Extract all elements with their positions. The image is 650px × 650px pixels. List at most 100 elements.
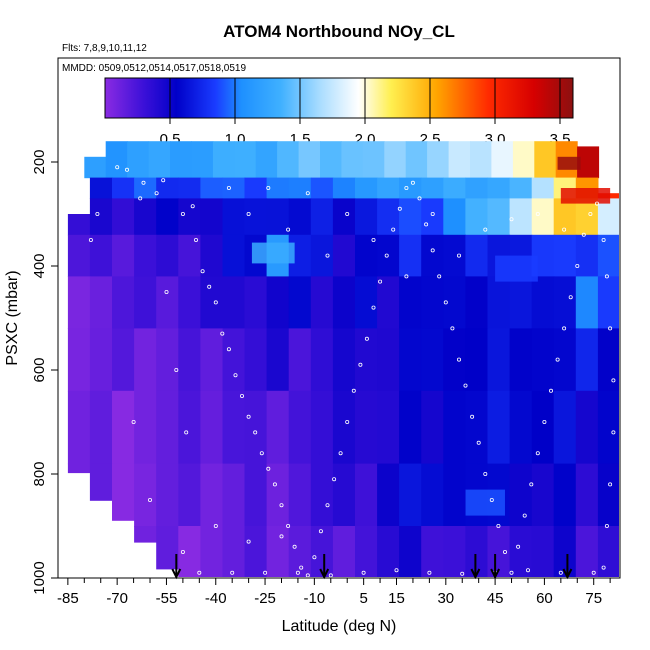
heatmap-cell (597, 198, 619, 236)
heatmap-cell (341, 141, 364, 179)
heatmap-cell (191, 141, 214, 179)
heatmap-cell (509, 328, 533, 392)
heatmap-cell (465, 234, 489, 277)
colorbar: 0.5 1.0 1.5 2.0 2.5 3.0 3.5 (104, 77, 574, 148)
heatmap-cell (470, 141, 492, 179)
heatmap-cell (443, 198, 466, 236)
heatmap-cell (244, 276, 268, 329)
event-marker-arrow (171, 554, 182, 580)
heatmap-cell (178, 276, 201, 329)
heatmap-cell (310, 234, 334, 277)
heatmap-cell (553, 198, 577, 236)
heatmap-cell (156, 390, 179, 465)
heatmap-cell (178, 463, 201, 527)
heatmap-cell (443, 390, 466, 465)
sample-point (575, 263, 580, 268)
sample-point (246, 414, 251, 419)
heatmap (67, 141, 619, 577)
heatmap-cell (320, 141, 342, 179)
heatmap-cell (222, 276, 246, 329)
heatmap-cell (112, 390, 135, 465)
sample-point (279, 534, 284, 539)
heatmap-highlight (495, 255, 538, 282)
sample-point (230, 570, 235, 575)
heatmap-highlight (560, 188, 611, 204)
heatmap-cell (509, 276, 533, 329)
heatmap-cell (288, 328, 312, 392)
heatmap-cell (310, 463, 334, 527)
heatmap-cell (421, 390, 444, 465)
sample-point (207, 284, 212, 289)
sample-point (226, 185, 231, 190)
sample-point (180, 211, 185, 216)
sample-point (476, 440, 481, 445)
heatmap-cell (67, 463, 91, 474)
sample-point (611, 430, 616, 435)
sample-point (463, 383, 468, 388)
sample-point (604, 274, 609, 279)
heatmap-cell (355, 234, 378, 277)
sample-point (535, 451, 540, 456)
heatmap-cell (244, 390, 268, 465)
sample-point (404, 185, 409, 190)
sample-point (338, 451, 343, 456)
sample-point (246, 211, 251, 216)
sample-point (266, 185, 271, 190)
heatmap-cell (575, 526, 599, 577)
sample-point (526, 568, 531, 573)
heatmap-cell (355, 526, 378, 577)
sample-point (410, 180, 415, 185)
x-tick-label: 15 (388, 590, 405, 607)
heatmap-cell (332, 463, 356, 527)
sample-point (509, 217, 514, 222)
sample-point (608, 326, 613, 331)
heatmap-cell (105, 141, 128, 179)
heatmap-cell (332, 526, 356, 577)
sample-point (394, 568, 399, 573)
heatmap-cell (127, 141, 150, 179)
x-tick-label: -55 (156, 590, 178, 607)
sample-point (437, 274, 442, 279)
sample-point (263, 570, 268, 575)
sample-point (562, 326, 567, 331)
sample-point (345, 419, 350, 424)
heatmap-cell (597, 276, 619, 329)
heatmap-cell (509, 390, 533, 465)
heatmap-cell (421, 328, 444, 392)
heatmap-cell (377, 526, 400, 577)
heatmap-cell (355, 463, 378, 527)
sample-point (259, 451, 264, 456)
heatmap-cell (487, 328, 511, 392)
sample-point (190, 204, 195, 209)
heatmap-cell (112, 328, 135, 392)
sample-point (611, 378, 616, 383)
sample-point (299, 565, 304, 570)
y-axis-label: PSXC (mbar) (4, 270, 21, 365)
heatmap-cell (465, 390, 489, 465)
heatmap-cell (509, 463, 533, 527)
heatmap-cell (443, 177, 466, 199)
sample-point (604, 524, 609, 529)
heatmap-cell (531, 390, 555, 465)
sample-point (358, 362, 363, 367)
heatmap-cell (200, 234, 224, 277)
heatmap-cell (178, 234, 201, 277)
heatmap-cell (234, 141, 257, 179)
heatmap-cell (148, 141, 171, 179)
x-tick-label: -25 (254, 590, 276, 607)
sample-point (193, 237, 198, 242)
heatmap-cell (509, 177, 533, 199)
x-tick-label: -85 (57, 590, 79, 607)
sample-point (562, 227, 567, 232)
sample-point (391, 227, 396, 232)
heatmap-cell (178, 390, 201, 465)
sample-point (361, 570, 366, 575)
heatmap-cell (156, 198, 179, 236)
sample-point (522, 513, 527, 518)
heatmap-cell (487, 390, 511, 465)
sample-points (69, 165, 616, 577)
heatmap-cell (112, 276, 135, 329)
sample-point (138, 196, 143, 201)
sample-point (591, 570, 596, 575)
